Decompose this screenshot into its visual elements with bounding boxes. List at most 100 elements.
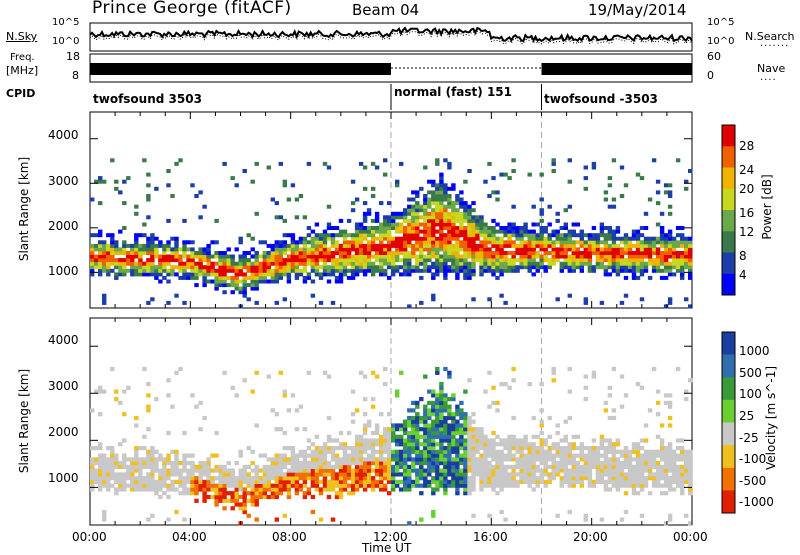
power-cell (235, 283, 239, 287)
velocity-cell (668, 514, 672, 518)
velocity-cell (206, 457, 210, 461)
velocity-cell (467, 446, 471, 450)
xtick-5: 20:00 (573, 530, 608, 544)
power-cell (162, 262, 166, 266)
velocity-cell (511, 442, 515, 446)
power-cell (202, 205, 206, 209)
velocity-cell (218, 480, 222, 484)
velocity-cell (182, 461, 186, 465)
power-cell (411, 208, 415, 212)
velocity-cell (150, 457, 154, 461)
velocity-cell (291, 465, 295, 469)
power-cell (580, 244, 584, 248)
power-cell (584, 255, 588, 259)
power-cell (568, 258, 572, 262)
velocity-cell (544, 450, 548, 454)
power-cell (190, 247, 194, 251)
power-cell (399, 272, 403, 276)
power-cell (592, 265, 596, 269)
velocity-cell (608, 393, 612, 397)
power-cell (134, 247, 138, 251)
velocity-cell (231, 495, 235, 499)
velocity-cell (483, 480, 487, 484)
velocity-cell (564, 438, 568, 442)
velocity-cell (351, 487, 355, 491)
velocity-cell (275, 461, 279, 465)
power-cell (126, 176, 130, 180)
velocity-cell (648, 450, 652, 454)
velocity-cell (371, 446, 375, 450)
velocity-cell (588, 446, 592, 450)
power-cell (459, 265, 463, 269)
power-cell (435, 258, 439, 262)
power-cell (343, 262, 347, 266)
velocity-cell (664, 472, 668, 476)
velocity-cell (668, 469, 672, 473)
velocity-cell (439, 484, 443, 488)
velocity-cell (463, 423, 467, 427)
velocity-cell (636, 465, 640, 469)
power-cell (532, 262, 536, 266)
velocity-cell (536, 480, 540, 484)
velocity-cell (536, 454, 540, 458)
power-cell (90, 255, 94, 259)
power-cell (544, 265, 548, 269)
power-cell (660, 240, 664, 244)
velocity-cell (451, 397, 455, 401)
power-cell (387, 258, 391, 262)
power-cell (435, 158, 439, 162)
power-cell (471, 247, 475, 251)
velocity-cell (471, 480, 475, 484)
velocity-cell (532, 480, 536, 484)
power-cell (198, 251, 202, 255)
power-cell (471, 230, 475, 234)
velocity-cell (383, 435, 387, 439)
velocity-cell (383, 382, 387, 386)
power-cell (327, 265, 331, 269)
velocity-cell (359, 454, 363, 458)
velocity-cell (162, 469, 166, 473)
velocity-cell (307, 454, 311, 458)
power-cell (146, 198, 150, 202)
velocity-cell (652, 476, 656, 480)
power-cell (347, 269, 351, 273)
power-cell (251, 247, 255, 251)
velocity-cell (479, 446, 483, 450)
power-cell (122, 251, 126, 255)
power-cell (150, 233, 154, 237)
power-cell (146, 251, 150, 255)
power-cell (247, 233, 251, 237)
velocity-cell (672, 480, 676, 484)
noise-search-dots: ....... (760, 38, 789, 49)
velocity-cell (656, 465, 660, 469)
power-cell (303, 255, 307, 259)
power-cell (279, 255, 283, 259)
power-cell (271, 269, 275, 273)
power-cell (323, 240, 327, 244)
power-cell (347, 244, 351, 248)
power-cell (475, 258, 479, 262)
power-cell (239, 272, 243, 276)
velocity-cell (110, 472, 114, 476)
power-cell (632, 272, 636, 276)
velocity-cell (644, 465, 648, 469)
velocity-cell (467, 461, 471, 465)
power-cell (616, 244, 620, 248)
power-cell (648, 198, 652, 202)
power-cell (411, 233, 415, 237)
power-cell (399, 215, 403, 219)
power-cell (628, 244, 632, 248)
velocity-cell (279, 427, 283, 431)
power-cell (459, 190, 463, 194)
velocity-cell (190, 393, 194, 397)
velocity-cell (218, 469, 222, 473)
velocity-cell (122, 476, 126, 480)
power-cell (600, 251, 604, 255)
velocity-cell (126, 386, 130, 390)
velocity-cell (668, 518, 672, 522)
velocity-colorbar (722, 332, 735, 513)
power-cell (311, 237, 315, 241)
velocity-cell (592, 450, 596, 454)
velocity-cell (491, 469, 495, 473)
power-cell (190, 272, 194, 276)
